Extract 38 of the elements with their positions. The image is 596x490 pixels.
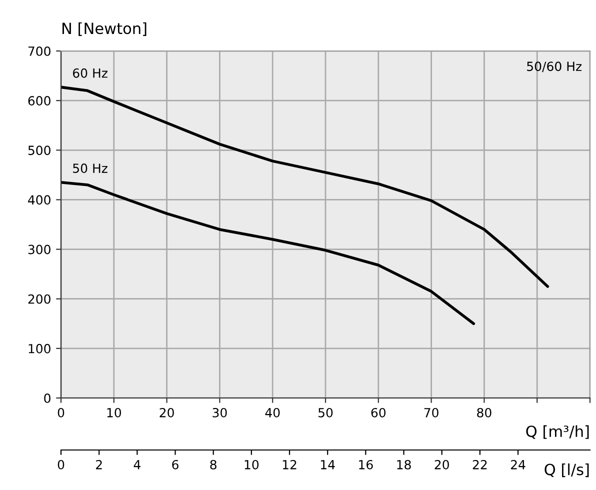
x-tick-label: 80 — [477, 408, 492, 418]
y-tick-label: 400 — [28, 195, 50, 205]
x-axis-title: Q [m³/h] — [526, 425, 589, 439]
y-tick-label: 500 — [28, 146, 50, 156]
line-series — [61, 86, 550, 288]
x-tick-label: 60 — [371, 408, 386, 418]
x2-tick-label: 14 — [321, 460, 335, 470]
annotation: 50/60 Hz — [527, 62, 582, 72]
y-tick-label: 200 — [28, 294, 50, 304]
x-tick-label: 30 — [212, 408, 227, 418]
x2-tick-label: 8 — [210, 460, 216, 470]
x2-tick-label: 18 — [397, 460, 411, 470]
y-tick-label: 300 — [28, 244, 50, 254]
x2-tick-label: 2 — [96, 460, 102, 470]
y-tick-label: 100 — [28, 344, 50, 354]
x2-tick-label: 4 — [134, 460, 140, 470]
series-label: 50 Hz — [73, 164, 108, 173]
x2-tick-label: 20 — [434, 460, 449, 470]
line-series — [61, 180, 476, 326]
x2-tick-label: 24 — [510, 460, 526, 470]
y-axis-title: N [Newton] — [62, 22, 146, 36]
x2-axis-title: Q [l/s] — [544, 463, 589, 478]
x2-tick-label: 12 — [282, 460, 296, 470]
y-tick-label: 0 — [44, 393, 50, 403]
x-tick-label: 20 — [160, 408, 174, 418]
x2-tick-label: 6 — [172, 460, 178, 470]
x-tick-label: 70 — [424, 408, 438, 418]
x-tick-label: 0 — [58, 408, 64, 418]
x-tick-label: 10 — [107, 408, 122, 418]
x2-tick-label: 16 — [359, 460, 373, 470]
y-tick-label: 700 — [28, 46, 50, 56]
x2-tick-label: 10 — [244, 460, 259, 470]
x-tick-label: 40 — [265, 408, 280, 418]
series-label: 60 Hz — [72, 68, 108, 78]
x2-tick-label: 0 — [58, 460, 64, 470]
x2-tick-label: 22 — [472, 460, 487, 470]
x-tick-label: 50 — [318, 408, 333, 418]
y-tick-label: 600 — [28, 96, 50, 106]
